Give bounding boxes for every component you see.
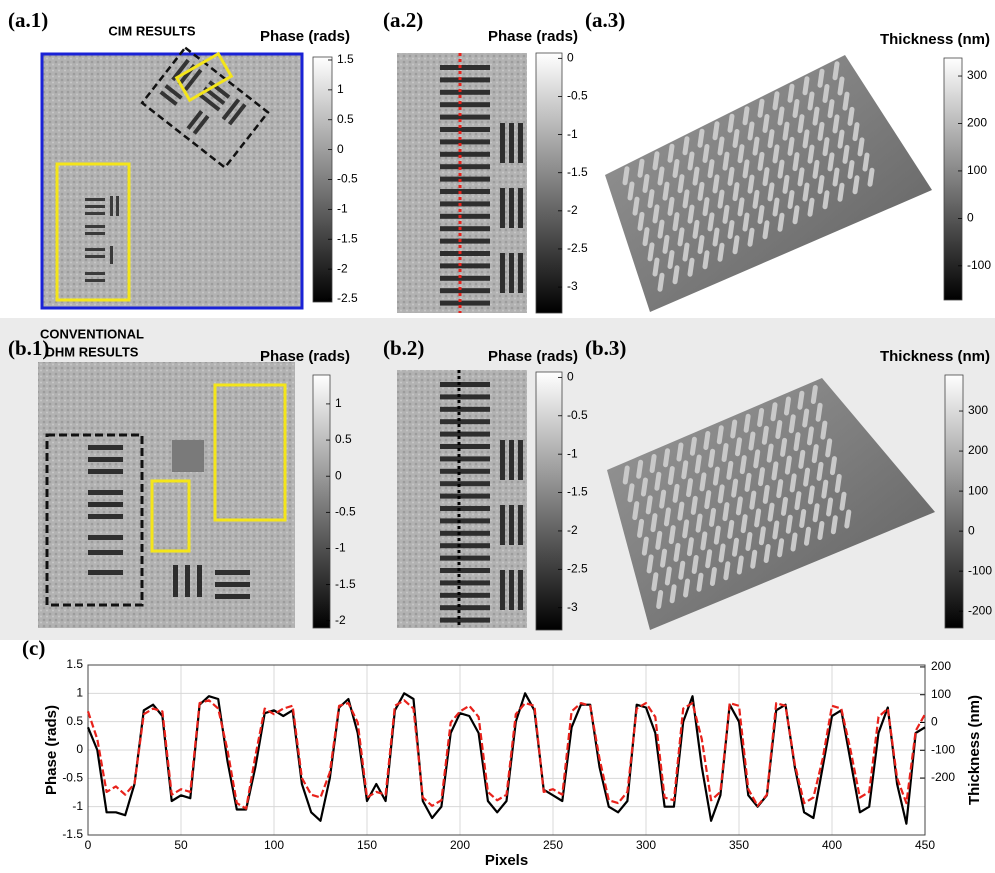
colorbar-tick-label: 1.5 (337, 52, 354, 66)
y-tick-label: -0.5 (62, 771, 83, 785)
colorbar-tick-label: 100 (968, 483, 988, 497)
colorbar-tick-label: -0.5 (335, 505, 356, 519)
colorbar-tick-label: 0.5 (337, 112, 354, 126)
y2-axis-label: Thickness (nm) (966, 695, 983, 805)
colorbar-tick-label: -100 (967, 258, 991, 272)
panel-title: CONVENTIONAL (40, 326, 144, 341)
colorbar-label: Phase (rads) (488, 348, 578, 365)
colorbar-tick-label: 0 (967, 211, 974, 225)
x-tick-label: 150 (357, 838, 377, 852)
colorbar-label: Thickness (nm) (880, 31, 990, 48)
y2-tick-label: -200 (931, 770, 955, 784)
x-tick-label: 300 (636, 838, 656, 852)
colorbar-label: Phase (rads) (488, 28, 578, 45)
image-a2 (397, 53, 527, 313)
figure: (a.1) CIM RESULTS Phase (rads) 1.5 1 0.5 0 -0.5… (0, 0, 995, 873)
colorbar-tick-label: -1 (567, 446, 578, 460)
y-tick-label: -1 (72, 799, 83, 813)
colorbar-tick-label: 0.5 (335, 432, 352, 446)
y2-tick-label: 0 (931, 715, 938, 729)
colorbar-tick-label: 0 (335, 468, 342, 482)
colorbar-tick-label: -0.5 (567, 408, 588, 422)
x-tick-label: 50 (174, 838, 188, 852)
colorbar-tick-label: 200 (967, 116, 987, 130)
x-tick-label: 350 (729, 838, 749, 852)
colorbar-tick-label: 0 (567, 370, 574, 384)
colorbar (945, 375, 963, 628)
panel-label: (b.2) (383, 336, 424, 360)
colorbar-tick-label: -2.5 (337, 291, 358, 305)
image-a1 (42, 48, 302, 308)
colorbar-tick-label: -3 (567, 600, 578, 614)
colorbar-tick-label: -2 (567, 523, 578, 537)
image-b2 (397, 370, 527, 628)
y2-tick-label: -100 (931, 742, 955, 756)
series-line (88, 693, 925, 823)
colorbar-tick-label: 1 (335, 396, 342, 410)
x-tick-label: 200 (450, 838, 470, 852)
colorbar-tick-label: -1 (335, 541, 346, 555)
y2-tick-label: 200 (931, 659, 951, 673)
colorbar-tick-label: -1.5 (337, 231, 358, 245)
y-tick-label: -1.5 (62, 827, 83, 841)
colorbar-tick-label: 300 (967, 68, 987, 82)
x-axis-label: Pixels (485, 852, 528, 869)
colorbar-tick-label: 100 (967, 163, 987, 177)
panel-title: DHM RESULTS (46, 344, 139, 359)
colorbar-label: Thickness (nm) (880, 348, 990, 365)
y-tick-label: 1.5 (66, 657, 83, 671)
y2-tick-label: 100 (931, 687, 951, 701)
colorbar-tick-label: -100 (968, 563, 992, 577)
x-tick-label: 450 (915, 838, 935, 852)
colorbar-tick-label: -1 (567, 127, 578, 141)
x-tick-label: 100 (264, 838, 284, 852)
colorbar-tick-label: 200 (968, 443, 988, 457)
colorbar-tick-label: -1.5 (567, 485, 588, 499)
colorbar-tick-label: -0.5 (567, 89, 588, 103)
colorbar-tick-label: -3 (567, 279, 578, 293)
colorbar (536, 372, 562, 630)
colorbar-tick-label: -1 (337, 202, 348, 216)
colorbar (313, 375, 330, 628)
colorbar-tick-label: 0 (337, 142, 344, 156)
panel-label: (b.3) (585, 336, 626, 360)
colorbar-tick-label: -2 (337, 261, 348, 275)
chart-label: (c) (22, 636, 45, 660)
colorbar-tick-label: 0 (567, 51, 574, 65)
panel-title: CIM RESULTS (108, 23, 195, 38)
panel-label: (a.1) (8, 8, 48, 32)
x-tick-label: 0 (85, 838, 92, 852)
colorbar-tick-label: -2 (567, 203, 578, 217)
colorbar-tick-label: -1.5 (335, 577, 356, 591)
colorbar-tick-label: -200 (968, 603, 992, 617)
colorbar (536, 53, 562, 313)
colorbar-label: Phase (rads) (260, 348, 350, 365)
y-axis-label: Phase (rads) (43, 705, 60, 795)
image-b1 (38, 362, 295, 628)
x-tick-label: 400 (822, 838, 842, 852)
colorbar-tick-label: -0.5 (337, 172, 358, 186)
x-tick-label: 250 (543, 838, 563, 852)
panel-label: (a.2) (383, 8, 423, 32)
y-tick-label: 1 (76, 686, 83, 700)
colorbar-tick-label: 0 (968, 523, 975, 537)
panel-label: (a.3) (585, 8, 625, 32)
colorbar-tick-label: 300 (968, 403, 988, 417)
colorbar-tick-label: -2.5 (567, 562, 588, 576)
colorbar-tick-label: 1 (337, 82, 344, 96)
colorbar-label: Phase (rads) (260, 28, 350, 45)
colorbar-tick-label: -1.5 (567, 165, 588, 179)
surface-a3 (605, 55, 932, 312)
colorbar-tick-label: -2.5 (567, 241, 588, 255)
y-tick-label: 0.5 (66, 714, 83, 728)
colorbar-tick-label: -2 (335, 613, 346, 627)
y-tick-label: 0 (76, 742, 83, 756)
colorbar (944, 58, 962, 300)
